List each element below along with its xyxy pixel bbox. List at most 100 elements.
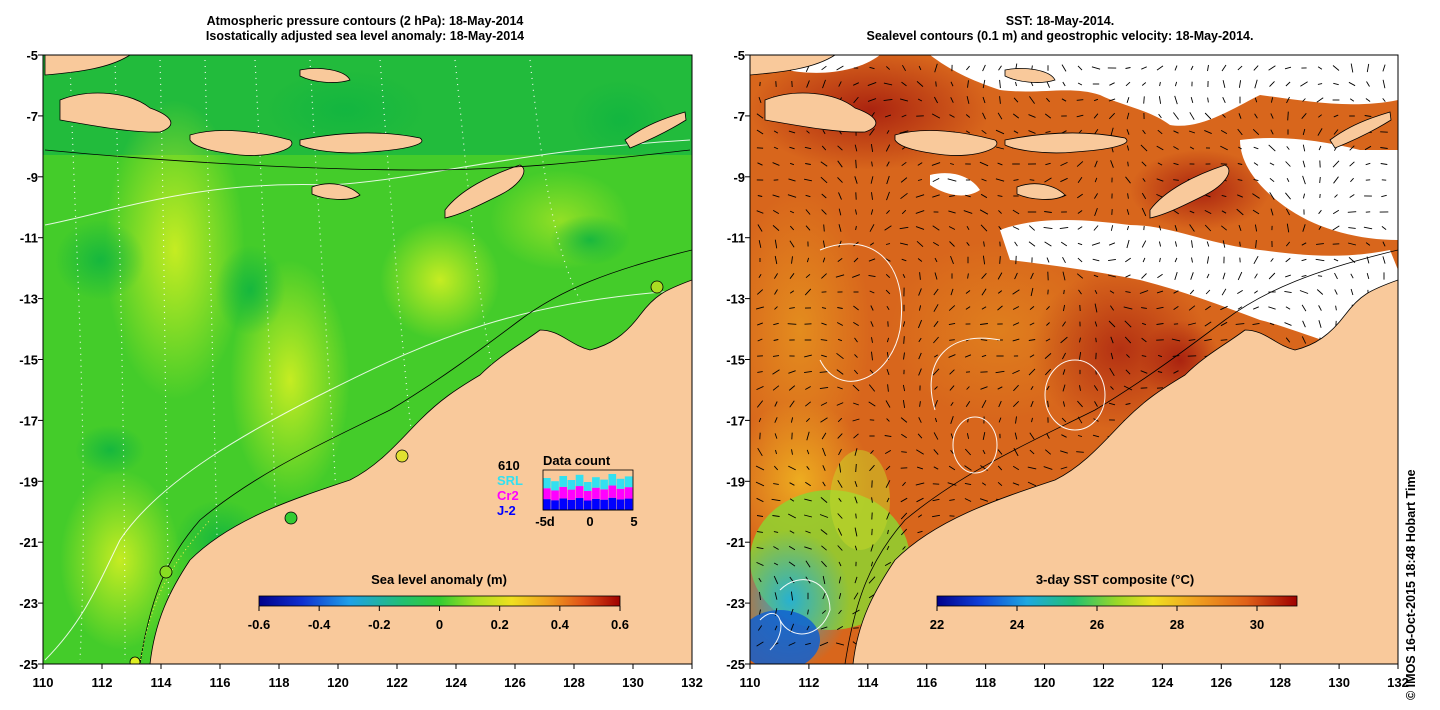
velocity-arrow: [1301, 274, 1307, 278]
velocity-arrow: [965, 130, 971, 134]
velocity-arrow: [1382, 256, 1386, 264]
velocity-arrow: [1350, 177, 1354, 183]
velocity-arrow: [821, 545, 827, 551]
velocity-arrow: [995, 178, 1005, 182]
velocity-arrow: [775, 449, 777, 455]
velocity-arrow: [1062, 256, 1066, 264]
velocity-arrow: [757, 625, 763, 631]
velocity-arrow: [917, 98, 923, 102]
x-tick-label: 132: [681, 675, 703, 690]
velocity-arrow: [932, 514, 940, 518]
velocity-arrow: [867, 98, 877, 102]
velocity-arrow: [916, 81, 924, 87]
velocity-arrow: [773, 322, 779, 326]
velocity-arrow: [1110, 160, 1114, 168]
count-bar-j2: [592, 498, 600, 510]
velocity-arrow: [1222, 114, 1226, 118]
velocity-arrow: [1221, 225, 1227, 231]
velocity-arrow: [755, 306, 765, 310]
velocity-arrow: [1063, 289, 1065, 295]
velocity-arrow: [997, 112, 1003, 120]
velocity-arrow: [1012, 369, 1020, 375]
tide-gauge-marker: [395, 449, 409, 463]
velocity-arrow: [902, 321, 906, 327]
velocity-arrow: [1286, 96, 1290, 104]
velocity-arrow: [853, 369, 859, 375]
velocity-arrow: [948, 465, 956, 471]
velocity-arrow: [1190, 65, 1194, 71]
velocity-arrow: [1254, 224, 1258, 232]
velocity-arrow: [1014, 432, 1018, 440]
velocity-arrow: [1382, 241, 1386, 247]
velocity-arrow: [900, 497, 908, 503]
velocity-arrow: [756, 497, 764, 503]
count-bar-j2: [624, 498, 633, 510]
velocity-arrow: [1236, 208, 1244, 216]
velocity-arrow: [1318, 114, 1322, 118]
x-tick-label: 116: [210, 675, 231, 690]
velocity-arrow: [1222, 272, 1226, 280]
count-axis-tick: 5: [630, 514, 637, 529]
velocity-arrow: [933, 304, 939, 312]
velocity-arrow: [1141, 82, 1147, 86]
velocity-arrow: [870, 450, 874, 454]
velocity-arrow: [1317, 275, 1323, 277]
velocity-arrow: [903, 352, 905, 360]
velocity-arrow: [822, 465, 826, 471]
count-bar-j2: [551, 500, 559, 510]
velocity-arrow: [1334, 289, 1338, 295]
velocity-arrow: [836, 402, 844, 406]
velocity-arrow: [788, 561, 796, 567]
velocity-arrow: [1333, 129, 1339, 135]
velocity-arrow: [1091, 242, 1101, 246]
velocity-arrow: [1014, 241, 1018, 247]
velocity-arrow: [1365, 162, 1371, 166]
velocity-arrow: [805, 194, 811, 198]
velocity-arrow: [1382, 98, 1386, 102]
velocity-arrow: [981, 129, 987, 135]
velocity-arrow: [1044, 241, 1052, 247]
velocity-arrow: [1268, 144, 1276, 152]
velocity-arrow: [918, 305, 922, 311]
x-tick-label: 120: [1034, 675, 1056, 690]
velocity-arrow: [870, 176, 874, 184]
count-bar-srl: [583, 482, 592, 491]
velocity-arrow: [919, 272, 921, 280]
credit-text: © IMOS 16-Oct-2015 18:48 Hobart Time: [1404, 469, 1418, 700]
velocity-arrow: [870, 544, 874, 552]
velocity-arrow: [948, 354, 956, 358]
velocity-arrow: [1316, 243, 1324, 245]
velocity-arrow: [1029, 449, 1035, 455]
velocity-arrow: [932, 194, 940, 198]
velocity-arrow: [1173, 370, 1179, 374]
sla-colorbar: Sea level anomaly (m) -0.6 -0.4 -0.2 0 0.2 0.…: [248, 572, 629, 632]
velocity-arrow: [1363, 226, 1373, 230]
velocity-arrow: [1302, 128, 1306, 136]
velocity-arrow: [1141, 337, 1147, 343]
velocity-arrow: [1139, 290, 1149, 294]
velocity-arrow: [1077, 226, 1083, 230]
velocity-arrow: [1317, 83, 1323, 85]
velocity-arrow: [1347, 242, 1357, 246]
velocity-arrow: [855, 225, 857, 231]
velocity-arrow: [837, 160, 843, 168]
y-tick-label: -23: [19, 596, 38, 611]
velocity-arrow: [853, 322, 859, 326]
velocity-arrow: [966, 386, 970, 390]
velocity-arrow: [1253, 178, 1259, 182]
count-bar-cr2: [583, 490, 592, 501]
velocity-arrow: [1125, 176, 1131, 184]
velocity-arrow: [1141, 322, 1147, 326]
velocity-arrow: [1077, 242, 1083, 246]
velocity-arrow: [1286, 208, 1290, 216]
velocity-arrow: [774, 592, 778, 600]
velocity-arrow: [854, 448, 858, 456]
velocity-arrow: [1093, 225, 1099, 231]
velocity-arrow: [805, 481, 811, 487]
velocity-arrow: [979, 209, 989, 215]
x-tick-label: 118: [269, 675, 290, 690]
velocity-arrow: [947, 482, 957, 486]
velocity-arrow: [1012, 482, 1020, 486]
x-tick-label: 130: [1328, 675, 1350, 690]
velocity-arrow: [918, 417, 922, 423]
